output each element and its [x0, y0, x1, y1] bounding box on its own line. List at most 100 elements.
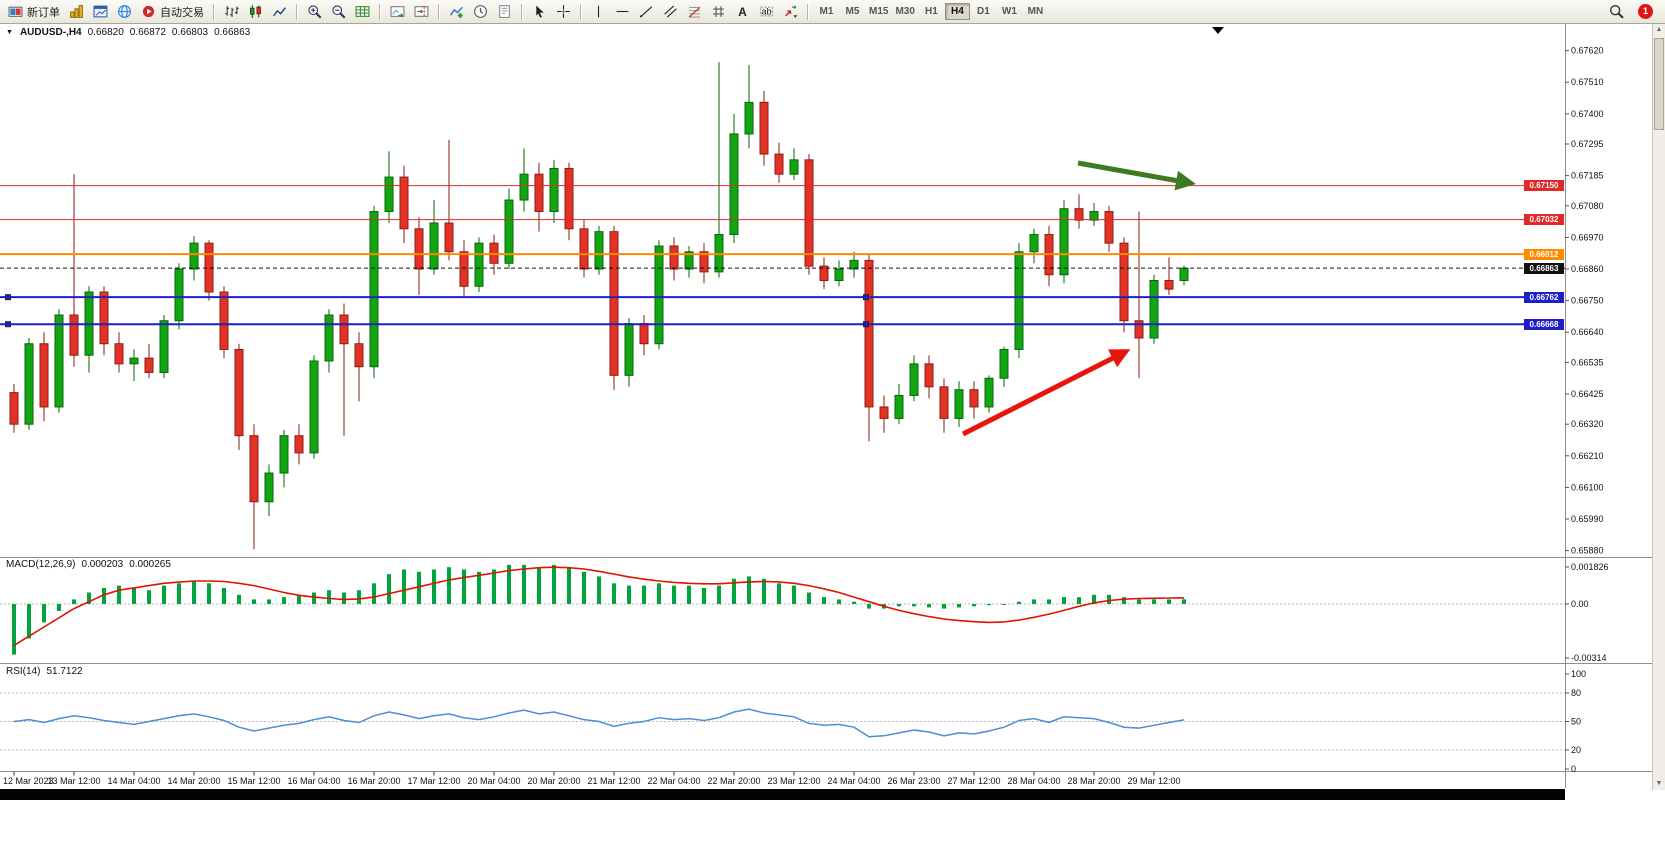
macd-bar — [162, 585, 166, 604]
candle — [1179, 267, 1189, 282]
pivot-line-tag[interactable]: 0.66912 — [1524, 248, 1564, 260]
current-price-line-tag[interactable]: 0.66863 — [1524, 262, 1564, 274]
candle — [459, 251, 469, 287]
macd-bar — [1002, 604, 1006, 605]
price-axis-label: 0.66970 — [1571, 232, 1604, 242]
macd-label: MACD(12,26,9) 0.000203 0.000265 — [6, 559, 171, 570]
text-icon: A — [738, 6, 747, 19]
candlestick-mode-button[interactable] — [244, 2, 267, 22]
new-order-button[interactable]: 新订单 — [4, 2, 64, 22]
price-axis-label: 0.67510 — [1571, 77, 1604, 87]
vertical-line-tool-button[interactable] — [587, 2, 610, 22]
zoom-in-button[interactable] — [303, 2, 326, 22]
candle — [804, 159, 814, 267]
market-watch-button[interactable] — [351, 2, 374, 22]
timeframe-mn-button[interactable]: MN — [1023, 3, 1048, 20]
price-axis-label: 0.67620 — [1571, 46, 1604, 56]
candle — [69, 314, 79, 356]
bar-chart-mode-button[interactable] — [220, 2, 243, 22]
timeframe-w1-button[interactable]: W1 — [997, 3, 1022, 20]
date-label: 22 Mar 04:00 — [647, 776, 700, 786]
chart-shift-icon — [414, 6, 429, 17]
one-click-trading-icon[interactable]: ▼ — [6, 29, 13, 36]
candle — [654, 245, 664, 345]
timeframe-m30-button[interactable]: M30 — [892, 3, 917, 20]
candle — [729, 133, 739, 236]
chart-shift-marker[interactable] — [1212, 27, 1224, 34]
timeframe-d1-button[interactable]: D1 — [971, 3, 996, 20]
market-overview-button[interactable] — [113, 2, 136, 22]
candle — [639, 323, 649, 345]
support-line-2-handle[interactable] — [5, 321, 11, 328]
timeframe-m15-button[interactable]: M15 — [866, 3, 891, 20]
candle — [369, 211, 379, 368]
support-line-1-tag[interactable]: 0.66762 — [1524, 291, 1564, 303]
support-line-2-tag[interactable]: 0.66668 — [1524, 318, 1564, 330]
candles-layer — [9, 62, 1189, 550]
support-line-1-handle[interactable] — [5, 294, 11, 301]
chart-shift-button[interactable] — [410, 2, 433, 22]
horizontal-line-tool-button[interactable] — [611, 2, 634, 22]
arrows-tool-button[interactable] — [779, 2, 802, 22]
green-trend-arrow[interactable] — [1077, 160, 1196, 191]
charts-button[interactable] — [65, 2, 88, 22]
line-chart-mode-button[interactable] — [268, 2, 291, 22]
label-tool-button[interactable]: ab — [755, 2, 778, 22]
date-label: 13 Mar 12:00 — [47, 776, 100, 786]
candle — [1119, 242, 1129, 322]
cursor-icon — [536, 5, 544, 18]
auto-scroll-button[interactable] — [386, 2, 409, 22]
timeframe-m1-button[interactable]: M1 — [814, 3, 839, 20]
fibonacci-tool-button[interactable] — [683, 2, 706, 22]
macd-bar — [522, 564, 526, 604]
templates-button[interactable] — [493, 2, 516, 22]
red-trend-arrow[interactable] — [961, 349, 1131, 437]
grid-tool-button[interactable] — [707, 2, 730, 22]
date-label: 28 Mar 04:00 — [1007, 776, 1060, 786]
notification-badge[interactable]: 1 — [1638, 4, 1653, 19]
candle — [54, 314, 64, 408]
macd-bar — [1152, 599, 1156, 604]
new-order-icon — [8, 6, 23, 17]
price-axis-label: 0.66640 — [1571, 327, 1604, 337]
auto-trading-button[interactable]: 自动交易 — [137, 2, 208, 22]
cursor-button[interactable] — [528, 2, 551, 22]
support-line-1-handle[interactable] — [863, 294, 869, 301]
candle — [114, 343, 124, 365]
macd-bar — [597, 576, 601, 604]
timeframe-m5-button[interactable]: M5 — [840, 3, 865, 20]
timeframe-h1-button[interactable]: H1 — [919, 3, 944, 20]
timeframe-h4-button[interactable]: H4 — [944, 3, 970, 20]
price-axis: 0.67620 0.67510 0.67400 0.67295 0.67185 0.670… — [1565, 46, 1604, 556]
add-indicator-button[interactable] — [445, 2, 468, 22]
macd-bar — [312, 592, 316, 604]
date-label: 24 Mar 04:00 — [827, 776, 880, 786]
resistance-line-2-tag[interactable]: 0.67032 — [1524, 214, 1564, 226]
periods-button[interactable] — [469, 2, 492, 22]
bars-icon — [225, 6, 239, 17]
macd-bar — [432, 569, 436, 604]
rsi-title: RSI(14) — [6, 666, 41, 677]
scroll-down-icon[interactable]: ▼ — [1655, 780, 1663, 787]
date-label: 14 Mar 04:00 — [107, 776, 160, 786]
scrollbar-thumb[interactable] — [1654, 38, 1664, 130]
support-line-2-handle[interactable] — [863, 321, 869, 328]
new-order-label: 新订单 — [27, 6, 60, 19]
text-tool-button[interactable]: A — [731, 2, 754, 22]
channel-tool-button[interactable] — [659, 2, 682, 22]
date-label: 29 Mar 12:00 — [1127, 776, 1180, 786]
price-axis-label: 0.67400 — [1571, 109, 1604, 119]
scroll-up-icon[interactable]: ▲ — [1655, 26, 1663, 33]
macd-bar — [897, 604, 901, 607]
search-button[interactable] — [1605, 2, 1628, 22]
macd-bar — [282, 597, 286, 604]
arrows-icon — [785, 5, 798, 18]
crosshair-button[interactable] — [552, 2, 575, 22]
profiles-button[interactable] — [89, 2, 112, 22]
resistance-line-1-tag[interactable]: 0.67150 — [1524, 180, 1564, 192]
zoom-out-button[interactable] — [327, 2, 350, 22]
vertical-scrollbar[interactable]: ▲ ▼ — [1652, 24, 1665, 790]
trendline-tool-button[interactable] — [635, 2, 658, 22]
